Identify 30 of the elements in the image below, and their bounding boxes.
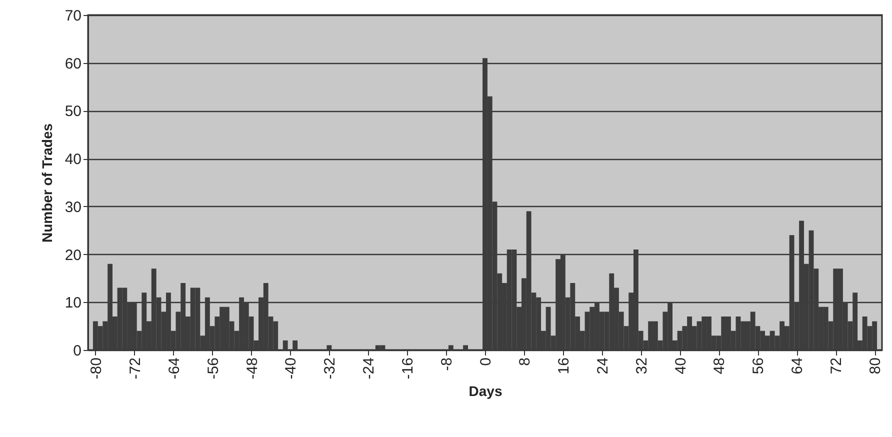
x-tick-label: 48 (711, 358, 728, 374)
y-tick-label: 20 (64, 246, 82, 264)
x-tick-label: -8 (438, 358, 456, 371)
x-tick-label: 80 (867, 358, 884, 374)
x-axis-title: Days (468, 383, 502, 400)
x-tick-label: -80 (88, 358, 105, 380)
x-tick-label: 72 (828, 358, 846, 374)
y-tick-label: 60 (64, 55, 82, 72)
y-tick-label: 40 (64, 151, 82, 168)
x-tick-label: 32 (633, 358, 650, 374)
x-tick-label: 8 (516, 358, 534, 366)
x-tick-label: 0 (478, 358, 494, 366)
x-tick-label: -24 (360, 358, 378, 380)
x-tick-label: -40 (282, 358, 300, 380)
x-tick-label: 16 (555, 358, 572, 374)
y-tick-label: 10 (64, 294, 82, 312)
x-tick-label: 56 (750, 358, 768, 374)
x-tick-label: -56 (204, 358, 222, 380)
x-tick-label: -72 (126, 358, 144, 380)
x-tick-label: 64 (789, 358, 806, 374)
x-tick-label: -32 (322, 358, 339, 380)
x-tick-label: -16 (400, 358, 417, 380)
y-tick-label: 30 (64, 198, 82, 216)
y-tick-label: 50 (64, 103, 82, 120)
x-tick-label: -48 (244, 358, 261, 380)
y-tick-label: 70 (64, 8, 82, 24)
x-tick-label: -64 (166, 358, 183, 380)
x-tick-label: 24 (594, 358, 612, 374)
x-tick-label: 40 (672, 358, 690, 374)
y-axis-title: Number of Trades (38, 123, 55, 243)
